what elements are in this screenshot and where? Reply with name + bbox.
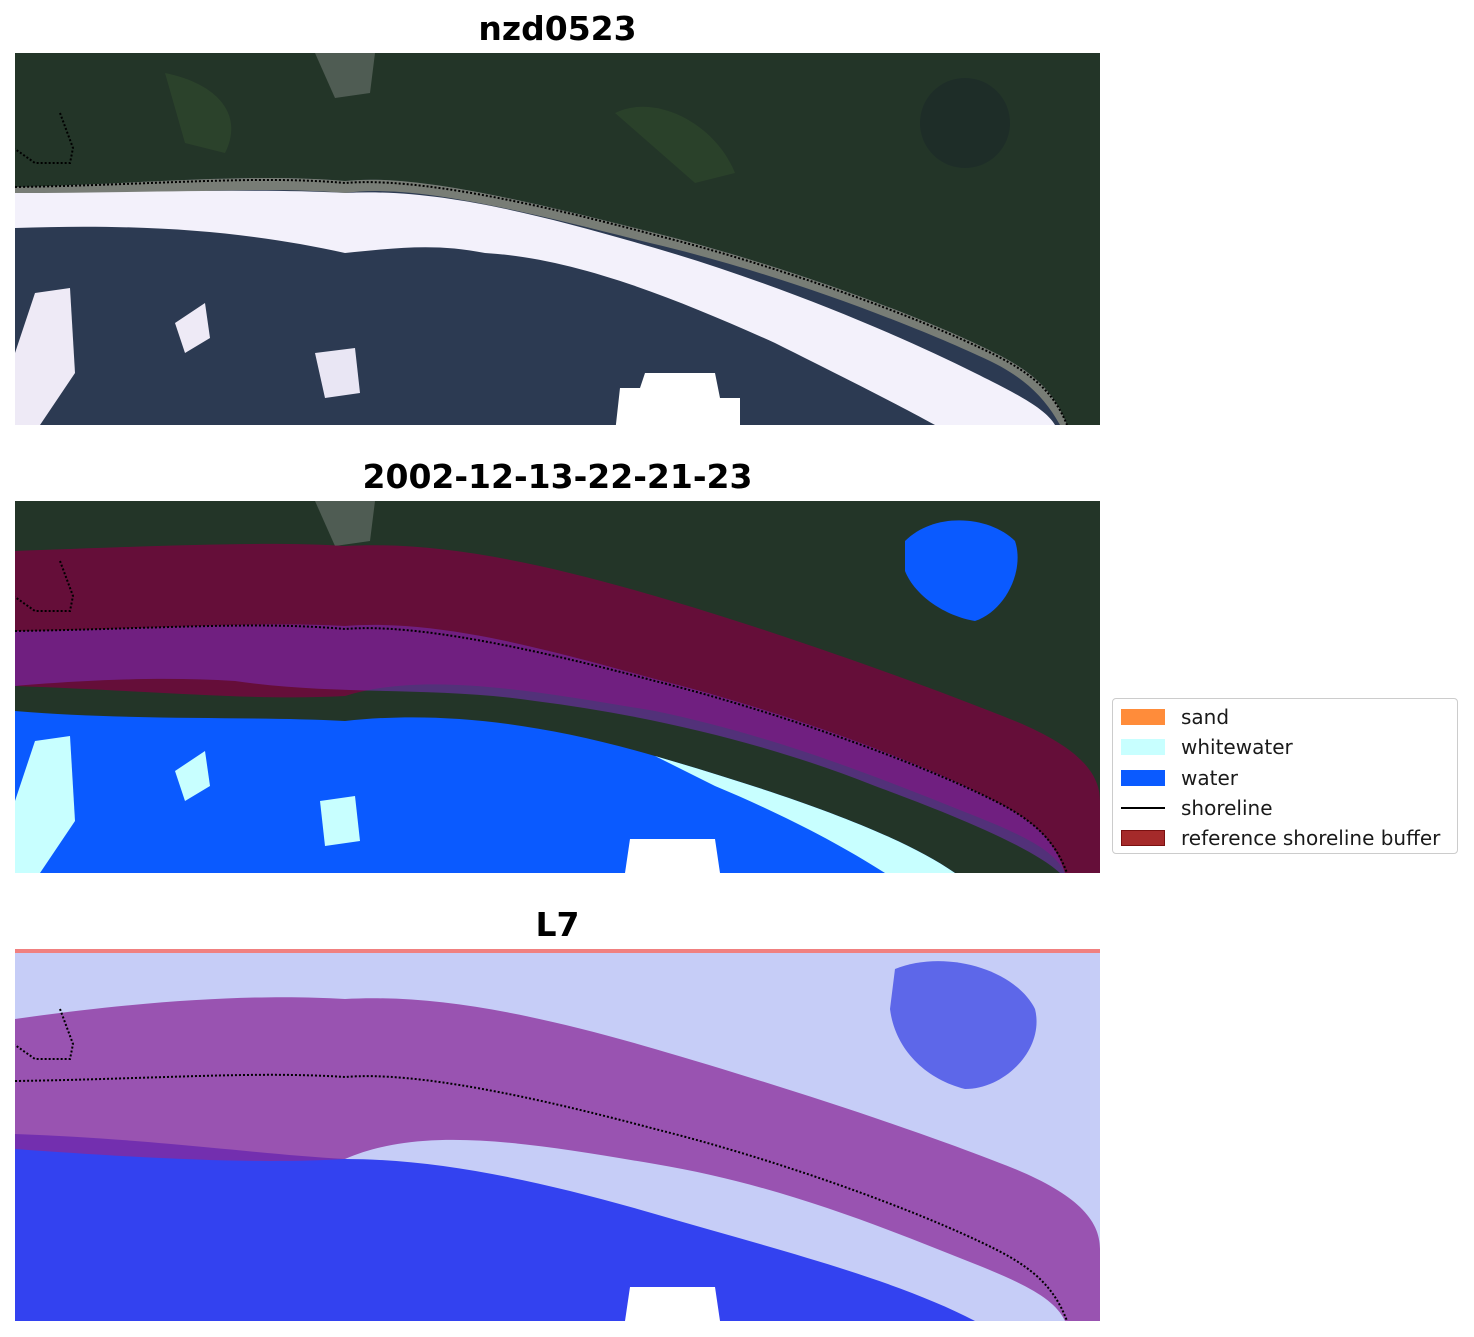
sand-swatch xyxy=(1121,709,1165,725)
legend-item-shoreline: shoreline xyxy=(1113,794,1457,820)
legend-item-sand: sand xyxy=(1113,703,1457,729)
legend-item-buffer: reference shoreline buffer xyxy=(1113,824,1457,850)
legend-label-water: water xyxy=(1181,766,1238,790)
whitewater-swatch xyxy=(1121,739,1165,755)
legend-item-whitewater: whitewater xyxy=(1113,733,1457,759)
classified-image-panel xyxy=(15,501,1100,873)
legend-label-buffer: reference shoreline buffer xyxy=(1181,826,1441,850)
legend-label-shoreline: shoreline xyxy=(1181,796,1273,820)
water-swatch xyxy=(1121,770,1165,786)
legend-label-sand: sand xyxy=(1181,705,1230,729)
rgb-satellite-image xyxy=(15,53,1100,425)
water-index-image xyxy=(15,949,1100,1321)
panel-title-index: L7 xyxy=(535,905,580,944)
index-image-panel xyxy=(15,949,1100,1321)
legend: sand whitewater water shoreline referenc… xyxy=(1112,698,1458,854)
legend-label-whitewater: whitewater xyxy=(1181,735,1293,759)
panel-title-rgb: nzd0523 xyxy=(478,9,637,48)
classified-satellite-image xyxy=(15,501,1100,873)
panel-title-classified: 2002-12-13-22-21-23 xyxy=(362,457,753,496)
legend-item-water: water xyxy=(1113,764,1457,790)
shoreline-line-swatch xyxy=(1121,807,1165,809)
rgb-image-panel xyxy=(15,53,1100,425)
buffer-swatch xyxy=(1121,830,1165,846)
